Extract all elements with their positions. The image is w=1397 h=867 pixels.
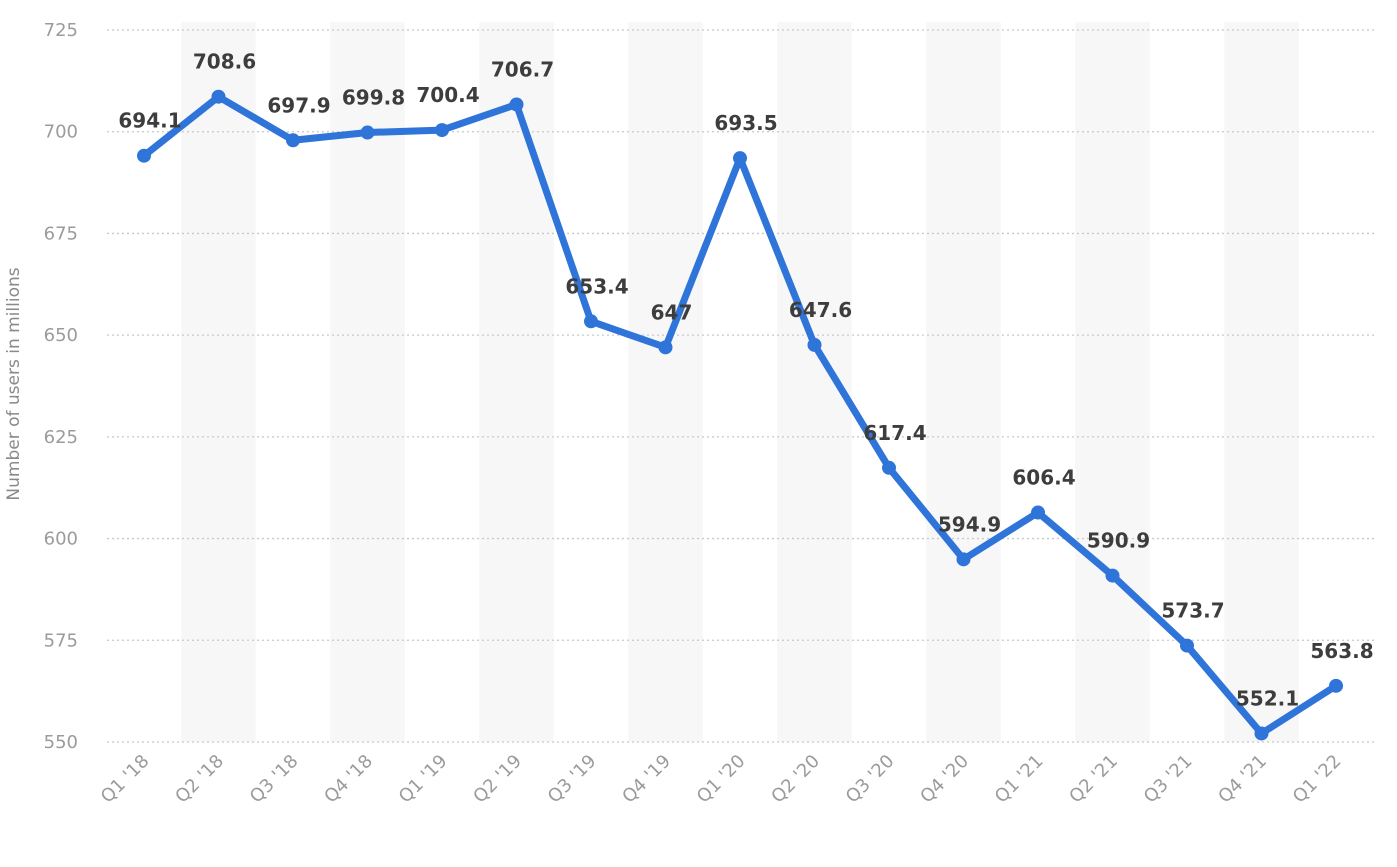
data-label: 699.8: [342, 86, 405, 110]
background-band: [479, 22, 554, 742]
data-point: [509, 97, 524, 112]
y-tick-label: 625: [44, 427, 78, 448]
data-point: [584, 314, 598, 329]
data-point: [1329, 678, 1343, 693]
x-tick-labels: Q1 '18 Q2 '18 Q3 '18 Q4 '18 Q1 '19 Q2 '19 Q3 '…: [97, 751, 1346, 808]
x-tick-label: Q1 '22: [1289, 751, 1346, 808]
background-band: [926, 22, 1001, 742]
data-label: 697.9: [267, 93, 330, 117]
data-label: 706.7: [491, 57, 554, 81]
data-point: [882, 460, 896, 475]
x-tick-label: Q2 '20: [767, 751, 824, 808]
data-point: [360, 125, 375, 140]
background-band: [1075, 22, 1150, 742]
x-tick-label: Q1 '18: [97, 751, 154, 808]
data-point: [658, 340, 673, 355]
data-point: [137, 148, 151, 163]
data-label: 552.1: [1236, 686, 1299, 710]
y-tick-label: 700: [44, 122, 78, 143]
data-label: 700.4: [416, 83, 479, 107]
y-tick-label: 650: [44, 325, 78, 346]
data-points: [137, 89, 1343, 741]
data-label: 693.5: [714, 111, 777, 135]
data-point: [1105, 568, 1120, 583]
data-label: 647.6: [789, 298, 852, 322]
data-point: [1180, 638, 1194, 653]
data-label: 653.4: [565, 274, 628, 298]
x-tick-label: Q1 '21: [991, 751, 1048, 808]
data-label: 694.1: [118, 109, 181, 133]
x-tick-label: Q2 '18: [171, 751, 228, 808]
data-point: [733, 151, 747, 166]
data-label: 563.8: [1310, 639, 1373, 663]
y-tick-label: 675: [44, 223, 78, 244]
data-label: 708.6: [193, 50, 256, 74]
x-tick-label: Q2 '21: [1065, 751, 1122, 808]
data-point: [211, 89, 226, 104]
x-tick-label: Q1 '19: [395, 751, 452, 808]
data-label: 647: [651, 300, 693, 324]
data-label: 606.4: [1012, 466, 1075, 490]
data-point: [807, 337, 822, 352]
data-point: [435, 123, 449, 138]
data-labels: 694.1 708.6 697.9 699.8 700.4 706.7 653.4 647 69…: [118, 50, 1373, 711]
data-point: [1254, 726, 1269, 741]
y-tick-label: 600: [44, 529, 78, 550]
x-tick-label: Q4 '21: [1214, 751, 1271, 808]
series-line: [140, 93, 1340, 737]
data-point: [286, 133, 300, 148]
data-label: 590.9: [1087, 529, 1150, 553]
x-tick-label: Q4 '19: [618, 751, 675, 808]
x-tick-label: Q3 '19: [544, 751, 601, 808]
background-band: [628, 22, 703, 742]
data-label: 617.4: [863, 421, 926, 445]
background-band: [1224, 22, 1299, 742]
y-axis-label: Number of users in millions: [4, 267, 24, 501]
data-label: 573.7: [1161, 599, 1224, 623]
x-tick-label: Q1 '20: [693, 751, 750, 808]
data-label: 594.9: [938, 512, 1001, 536]
y-gridlines: 550 575 600 625 650 675 700 725: [44, 20, 1375, 753]
data-point: [956, 552, 971, 567]
x-tick-label: Q3 '20: [842, 751, 899, 808]
x-tick-label: Q3 '18: [246, 751, 303, 808]
background-band: [330, 22, 405, 742]
y-tick-label: 550: [44, 732, 78, 753]
background-bands: [181, 22, 1299, 742]
x-tick-label: Q4 '18: [320, 751, 377, 808]
y-tick-label: 575: [44, 630, 78, 651]
x-tick-label: Q3 '21: [1140, 751, 1197, 808]
background-band: [181, 22, 256, 742]
data-point: [1031, 505, 1045, 520]
x-tick-label: Q4 '20: [916, 751, 973, 808]
x-tick-label: Q2 '19: [469, 751, 526, 808]
y-tick-label: 725: [44, 20, 78, 41]
